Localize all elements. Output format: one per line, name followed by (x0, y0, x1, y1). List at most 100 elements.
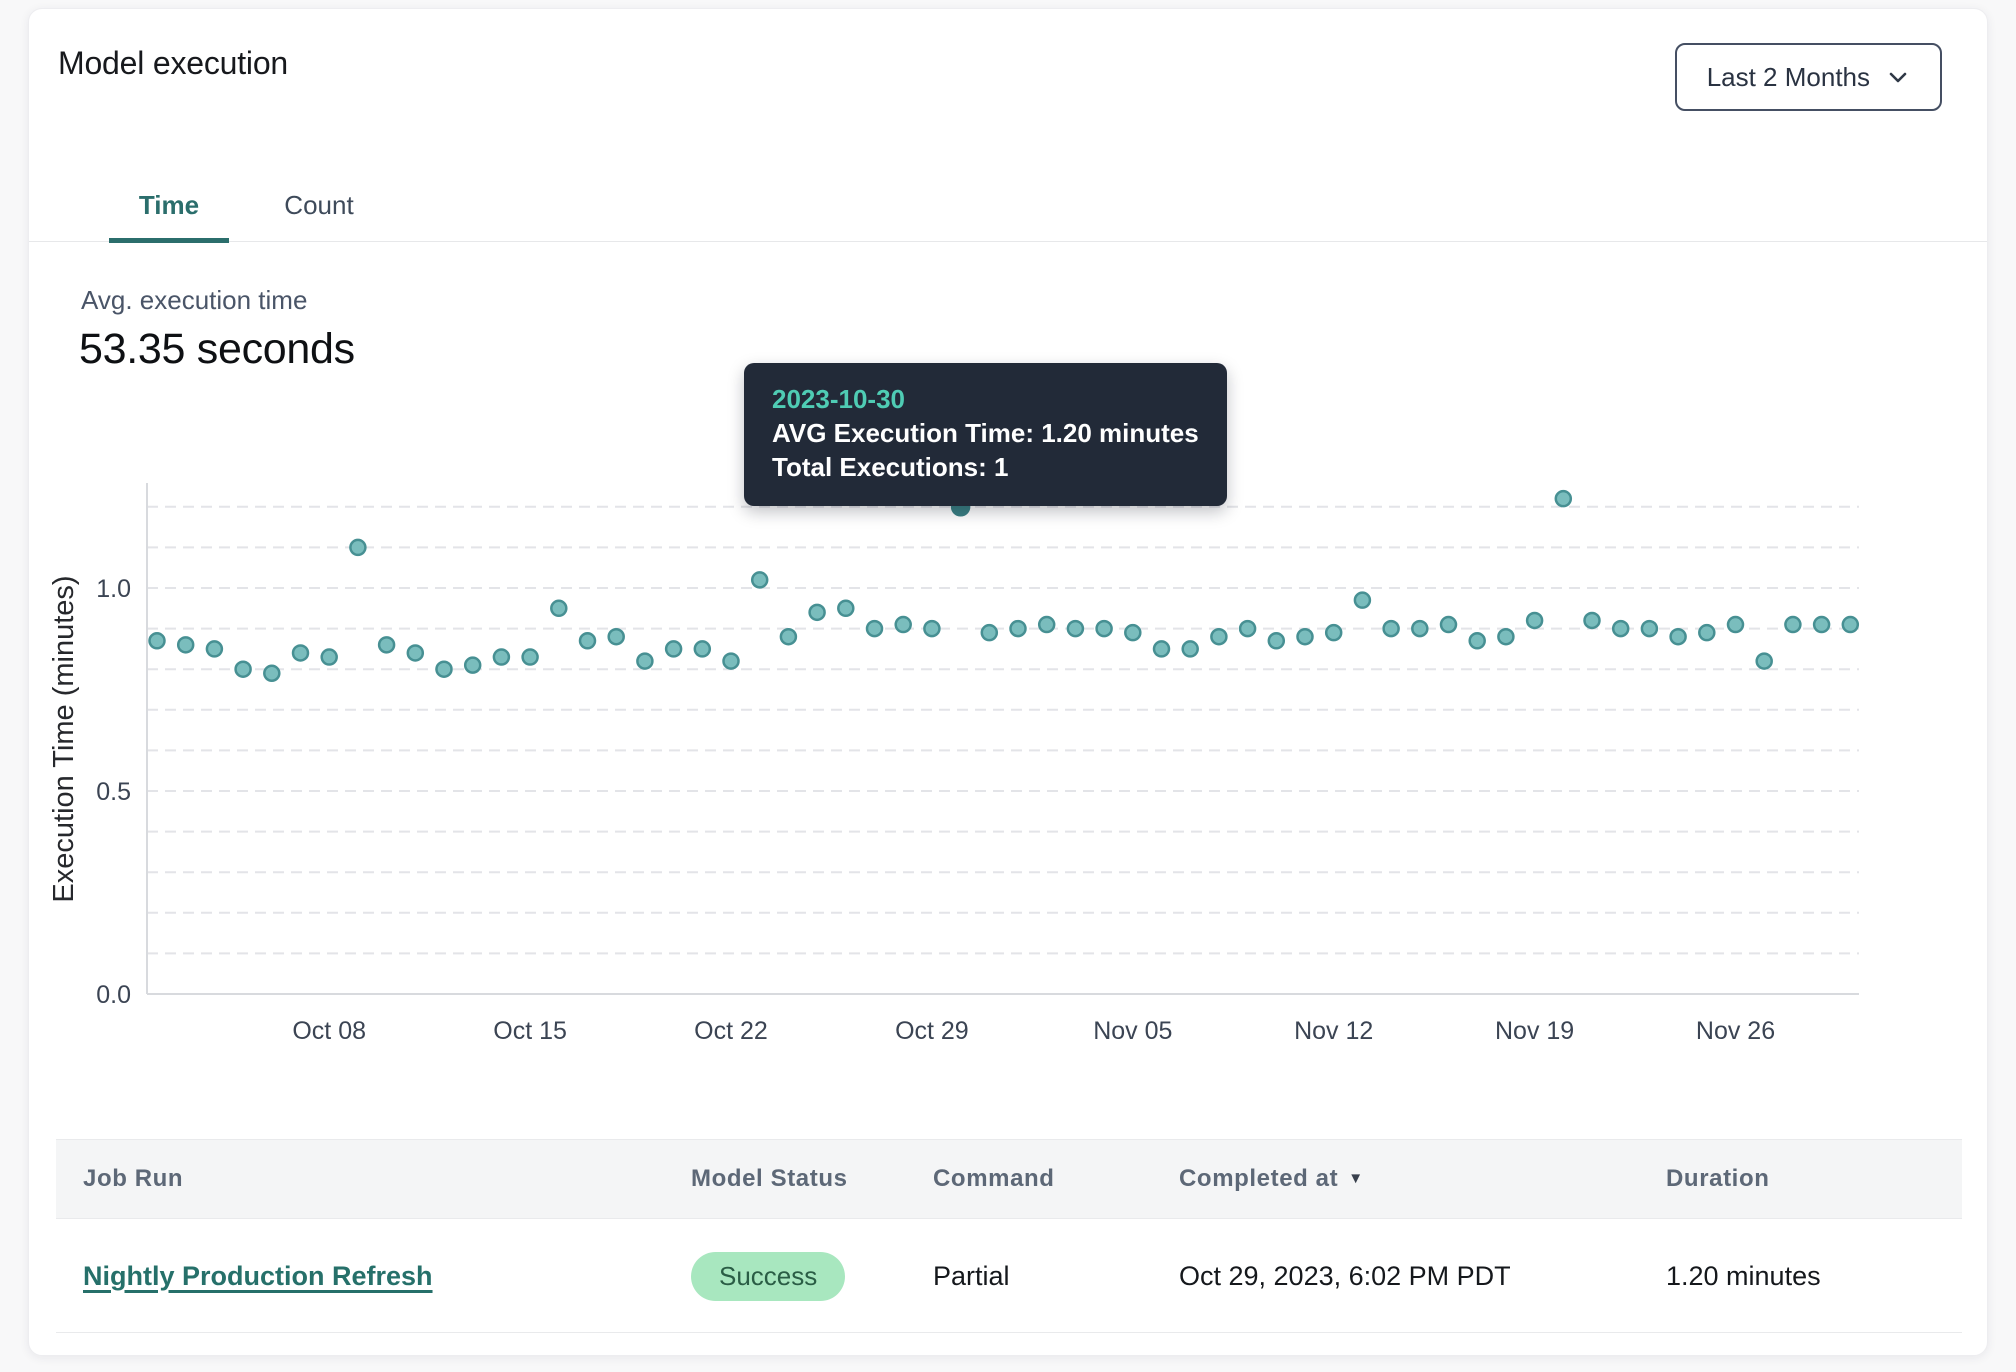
data-point[interactable] (263, 664, 281, 683)
data-point[interactable] (923, 619, 941, 638)
data-point[interactable] (1525, 611, 1544, 630)
x-tick-label: Nov 19 (1495, 1017, 1574, 1045)
sort-descending-icon: ▼ (1348, 1170, 1364, 1187)
y-axis-title: Execution Time (minutes) (48, 575, 80, 902)
active-tab-underline (109, 238, 229, 243)
data-point[interactable] (406, 644, 425, 662)
data-point[interactable] (1784, 615, 1802, 634)
execution-time-chart: 0.0 0.5 1.0 Oct 08 Oct 15 Oct 22 Oct 29 Nov 05 N… (48, 483, 1860, 1045)
data-point[interactable] (1812, 615, 1831, 634)
x-tick-label: Oct 08 (292, 1017, 366, 1045)
data-point[interactable] (1124, 623, 1142, 642)
y-tick-label: 0.0 (96, 981, 131, 1009)
x-tick-label: Nov 12 (1294, 1017, 1373, 1045)
data-point[interactable] (1267, 632, 1286, 650)
status-badge: Success (691, 1251, 846, 1301)
duration-cell: 1.20 minutes (1666, 1260, 1821, 1291)
data-point[interactable] (1497, 627, 1515, 646)
data-point[interactable] (607, 627, 625, 646)
x-tick-label: Oct 29 (895, 1017, 969, 1045)
model-execution-card: Model execution Last 2 Months Time Count… (28, 8, 1988, 1356)
data-point[interactable] (980, 623, 999, 642)
table-row: Nightly Production Refresh Success Parti… (56, 1220, 1962, 1333)
data-point[interactable] (1755, 652, 1773, 670)
data-point[interactable] (636, 652, 654, 670)
tooltip-total-line: Total Executions: 1 (772, 451, 1009, 482)
data-point[interactable] (808, 603, 826, 622)
data-point[interactable] (1411, 619, 1429, 638)
data-point[interactable] (492, 648, 511, 666)
column-header-duration[interactable]: Duration (1666, 1165, 1770, 1192)
data-point[interactable] (1382, 619, 1400, 638)
avg-execution-time-value: 53.35 seconds (79, 325, 355, 373)
data-point[interactable] (377, 636, 396, 654)
date-range-label: Last 2 Months (1706, 61, 1870, 92)
data-point[interactable] (463, 656, 482, 674)
data-point[interactable] (1698, 623, 1716, 642)
data-point[interactable] (865, 619, 884, 638)
data-point[interactable] (550, 599, 568, 618)
column-header-job-run[interactable]: Job Run (83, 1165, 184, 1192)
date-range-selector[interactable]: Last 2 Months (1674, 43, 1942, 111)
tab-count[interactable]: Count (284, 189, 354, 220)
tooltip-date: 2023-10-30 (772, 384, 905, 414)
data-point[interactable] (1095, 619, 1113, 638)
data-point[interactable] (1296, 627, 1314, 646)
job-run-link[interactable]: Nightly Production Refresh (83, 1260, 433, 1291)
data-point[interactable] (664, 640, 683, 658)
y-tick-label: 1.0 (96, 575, 131, 603)
data-point[interactable] (1152, 640, 1171, 658)
tab-time[interactable]: Time (138, 189, 200, 220)
completed-at-cell: Oct 29, 2023, 6:02 PM PDT (1179, 1260, 1511, 1291)
chevron-down-icon (1889, 72, 1907, 83)
data-point[interactable] (894, 615, 912, 634)
chart-tooltip: 2023-10-30 AVG Execution Time: 1.20 minu… (744, 363, 1227, 507)
x-tick-label: Nov 26 (1696, 1017, 1775, 1045)
data-point[interactable] (1439, 615, 1458, 634)
column-header-model-status[interactable]: Model Status (691, 1165, 848, 1192)
data-point[interactable] (1669, 627, 1687, 646)
tab-bar: Time Count (29, 169, 1987, 243)
data-point[interactable] (1554, 489, 1573, 508)
page-title: Model execution (58, 45, 289, 81)
data-point[interactable] (435, 660, 453, 678)
data-point[interactable] (1353, 591, 1372, 609)
data-point[interactable] (1583, 611, 1601, 630)
data-point[interactable] (1468, 632, 1486, 650)
data-point[interactable] (1037, 615, 1056, 634)
data-point[interactable] (1726, 615, 1745, 634)
data-point[interactable] (693, 640, 712, 658)
command-cell: Partial (933, 1260, 1010, 1291)
data-point[interactable] (750, 571, 769, 589)
x-tick-label: Nov 05 (1093, 1017, 1172, 1045)
x-tick-label: Oct 15 (493, 1017, 567, 1045)
data-point[interactable] (148, 632, 166, 650)
y-tick-label: 0.5 (96, 778, 131, 806)
data-point[interactable] (1181, 640, 1199, 658)
data-point[interactable] (1238, 619, 1257, 638)
data-point[interactable] (779, 627, 798, 646)
x-tick-label: Oct 22 (694, 1017, 768, 1045)
column-header-completed-at[interactable]: Completed at ▼ (1179, 1165, 1364, 1192)
data-point[interactable] (234, 660, 252, 678)
table-header-row: Job Run Model Status Command Completed a… (56, 1139, 1962, 1219)
data-point[interactable] (722, 652, 740, 670)
data-point[interactable] (521, 648, 539, 666)
data-point[interactable] (578, 632, 597, 650)
data-point[interactable] (1066, 619, 1085, 638)
data-point[interactable] (1210, 627, 1228, 646)
data-point[interactable] (1324, 623, 1343, 642)
data-point[interactable] (205, 640, 224, 658)
column-header-command[interactable]: Command (933, 1165, 1055, 1192)
data-point[interactable] (1611, 619, 1630, 638)
data-point[interactable] (1640, 619, 1659, 638)
avg-execution-time-label: Avg. execution time (81, 285, 308, 315)
data-point[interactable] (837, 599, 855, 618)
data-point[interactable] (176, 636, 195, 654)
data-point[interactable] (320, 648, 338, 666)
data-point[interactable] (291, 644, 310, 662)
tooltip-avg-line: AVG Execution Time: 1.20 minutes (772, 417, 1199, 448)
data-point[interactable] (1841, 615, 1860, 634)
data-point[interactable] (349, 538, 367, 557)
data-point[interactable] (1009, 619, 1027, 638)
